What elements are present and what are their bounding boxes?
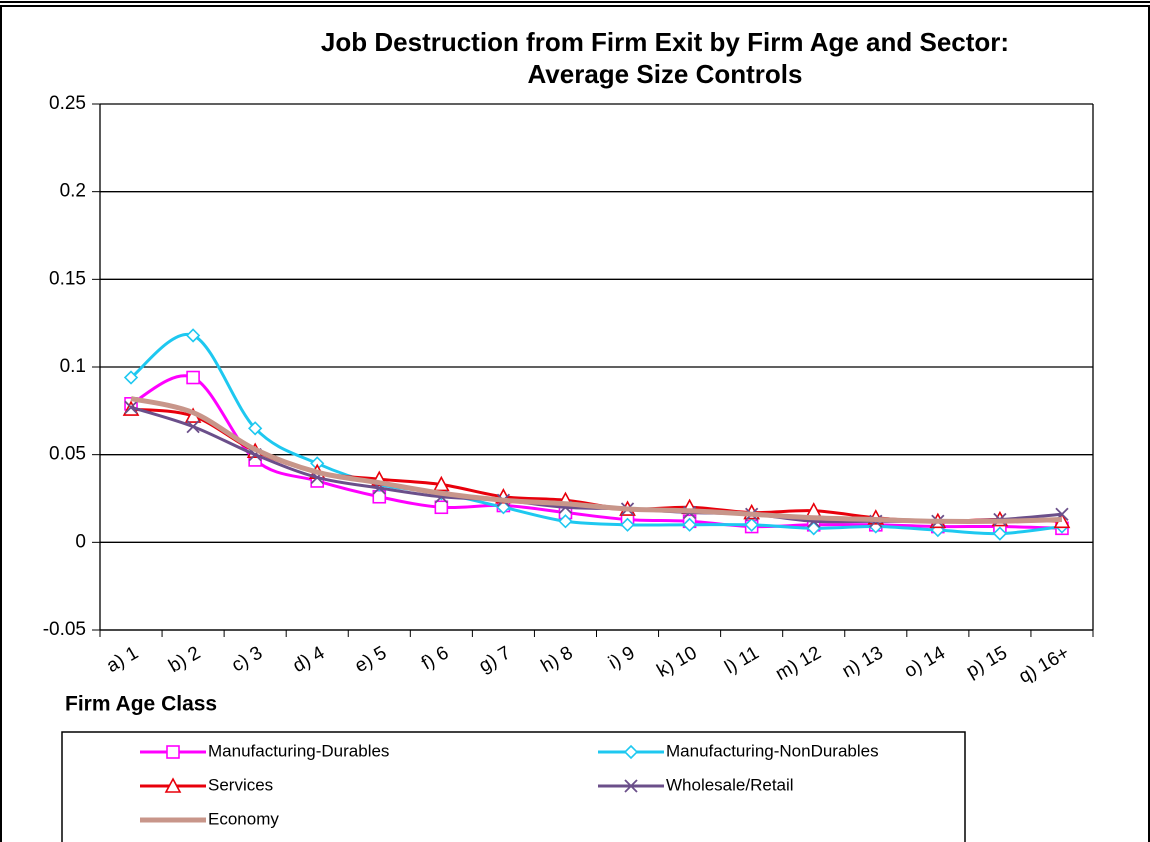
x-tick-label: p) 15 (963, 642, 1011, 682)
chart-title: Job Destruction from Firm Exit by Firm A… (321, 27, 1009, 57)
x-tick-label: a) 1 (103, 642, 142, 677)
marker (558, 514, 573, 529)
marker (433, 475, 450, 492)
legend-label: Services (208, 775, 273, 794)
series-line (130, 374, 1063, 530)
x-tick-label: k) 10 (654, 642, 701, 681)
legend-marker (623, 744, 639, 760)
legend-marker (624, 779, 638, 793)
x-tick-label: h) 8 (538, 642, 577, 677)
marker (434, 500, 449, 515)
marker (620, 517, 635, 532)
y-tick-label: 0.1 (60, 356, 86, 377)
marker (186, 419, 200, 434)
legend-marker (166, 745, 180, 759)
x-tick-label: m) 12 (772, 642, 825, 684)
x-tick-label: c) 3 (228, 642, 266, 676)
marker (186, 370, 200, 385)
y-tick-label: 0.25 (49, 93, 86, 114)
series-line (130, 396, 1063, 525)
legend-label: Economy (208, 809, 279, 828)
x-tick-label: d) 4 (289, 642, 328, 677)
x-tick-label: n) 13 (839, 642, 887, 682)
x-tick-label: g) 7 (476, 642, 515, 677)
y-tick-label: 0.2 (60, 181, 86, 202)
x-tick-label: f) 6 (418, 642, 452, 674)
legend-marker (164, 777, 182, 793)
marker (992, 526, 1008, 541)
x-tick-label: e) 5 (351, 642, 390, 677)
x-tick-label: l) 11 (721, 642, 762, 678)
legend-label: Manufacturing-NonDurables (666, 741, 879, 760)
marker (682, 517, 697, 532)
legend-label: Wholesale/Retail (666, 775, 794, 794)
marker (185, 328, 201, 343)
legend (61, 731, 966, 842)
y-tick-label: 0 (75, 531, 86, 552)
x-axis-label: Firm Age Class (65, 693, 217, 716)
chart-title: Average Size Controls (527, 59, 802, 89)
x-tick-label: o) 14 (901, 642, 949, 682)
y-tick-label: -0.05 (43, 619, 86, 640)
x-tick-label: i) 9 (605, 642, 638, 673)
y-tick-label: 0.05 (49, 444, 86, 465)
y-tick-label: 0.15 (49, 268, 86, 289)
marker (744, 517, 759, 532)
frame (0, 5, 1150, 842)
marker (123, 370, 139, 385)
x-tick-label: b) 2 (165, 642, 204, 677)
legend-label: Manufacturing-Durables (208, 741, 389, 760)
x-tick-label: q) 16+ (1015, 642, 1073, 687)
marker (248, 421, 263, 436)
marker (124, 400, 138, 414)
